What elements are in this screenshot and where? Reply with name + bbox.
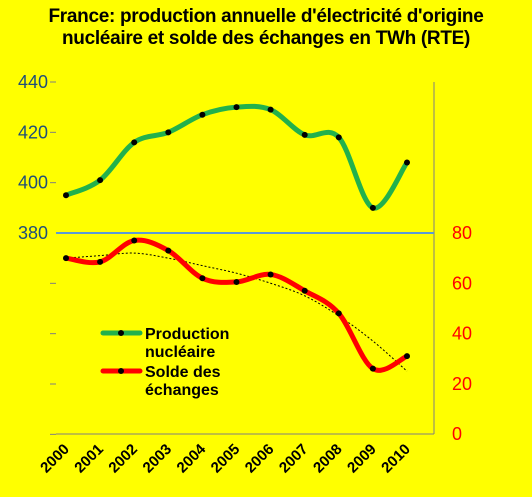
x-axis-tick-label: 2006: [242, 441, 278, 477]
solde-point: [97, 258, 104, 265]
trend-line: [65, 252, 408, 372]
production-point: [233, 104, 240, 111]
production-point: [165, 129, 172, 136]
x-axis-tick-label: 2003: [140, 441, 176, 477]
production-point: [63, 192, 69, 199]
solde-point: [335, 310, 342, 317]
right-axis-tick-label: 20: [452, 374, 472, 394]
production-point: [404, 159, 410, 166]
x-axis-tick-label: 2007: [276, 441, 312, 477]
solde-point: [233, 278, 240, 285]
right-axis-tick-label: 40: [452, 324, 472, 344]
left-axis-tick-label: 420: [18, 122, 48, 142]
x-axis-tick-label: 2005: [208, 441, 244, 477]
left-axis-tick-label: 400: [18, 173, 48, 193]
solde-point: [301, 287, 308, 294]
x-axis-tick-label: 2010: [378, 441, 414, 477]
right-axis-tick-label: 0: [452, 424, 462, 444]
title-line-2: nucléaire et solde des échanges en TWh (…: [61, 28, 471, 49]
solde-point: [267, 271, 274, 278]
right-axis-tick-label: 60: [452, 273, 472, 293]
production-point: [369, 204, 376, 211]
title-line-1: France: production annuelle d'électricit…: [48, 6, 484, 27]
legend-label-solde-2: échanges: [145, 382, 219, 399]
x-axis-tick-label: 2008: [310, 441, 346, 477]
solde-point: [63, 255, 69, 262]
legend: Production nucléaire Solde des échanges: [100, 326, 229, 399]
right-axis-tick-label: 80: [452, 223, 472, 243]
production-point: [131, 139, 138, 146]
production-point: [301, 131, 308, 138]
production-point: [97, 177, 104, 184]
left-axis-tick-label: 440: [18, 72, 48, 92]
legend-label-solde-1: Solde des: [145, 364, 221, 381]
legend-label-production-1: Production: [145, 326, 229, 343]
x-axis-tick-label: 2004: [174, 440, 210, 476]
solde-point: [165, 247, 172, 254]
x-axis-tick-label: 2000: [37, 441, 73, 477]
production-point: [267, 106, 274, 113]
chart-title: France: production annuelle d'électricit…: [0, 6, 532, 50]
production-point: [335, 134, 342, 141]
x-axis-tick-label: 2009: [344, 441, 380, 477]
legend-marker-production: [118, 330, 124, 336]
solde-point: [369, 365, 376, 372]
production-point: [199, 111, 206, 118]
x-axis-tick-label: 2002: [105, 441, 141, 477]
solde-point: [404, 353, 410, 360]
legend-label-production-2: nucléaire: [145, 344, 215, 361]
plot-area: [56, 82, 434, 434]
legend-marker-solde: [118, 368, 124, 374]
solde-point: [199, 275, 206, 282]
solde-point: [131, 237, 138, 244]
left-axis-tick-label: 380: [18, 223, 48, 243]
x-axis-tick-label: 2001: [71, 441, 107, 477]
